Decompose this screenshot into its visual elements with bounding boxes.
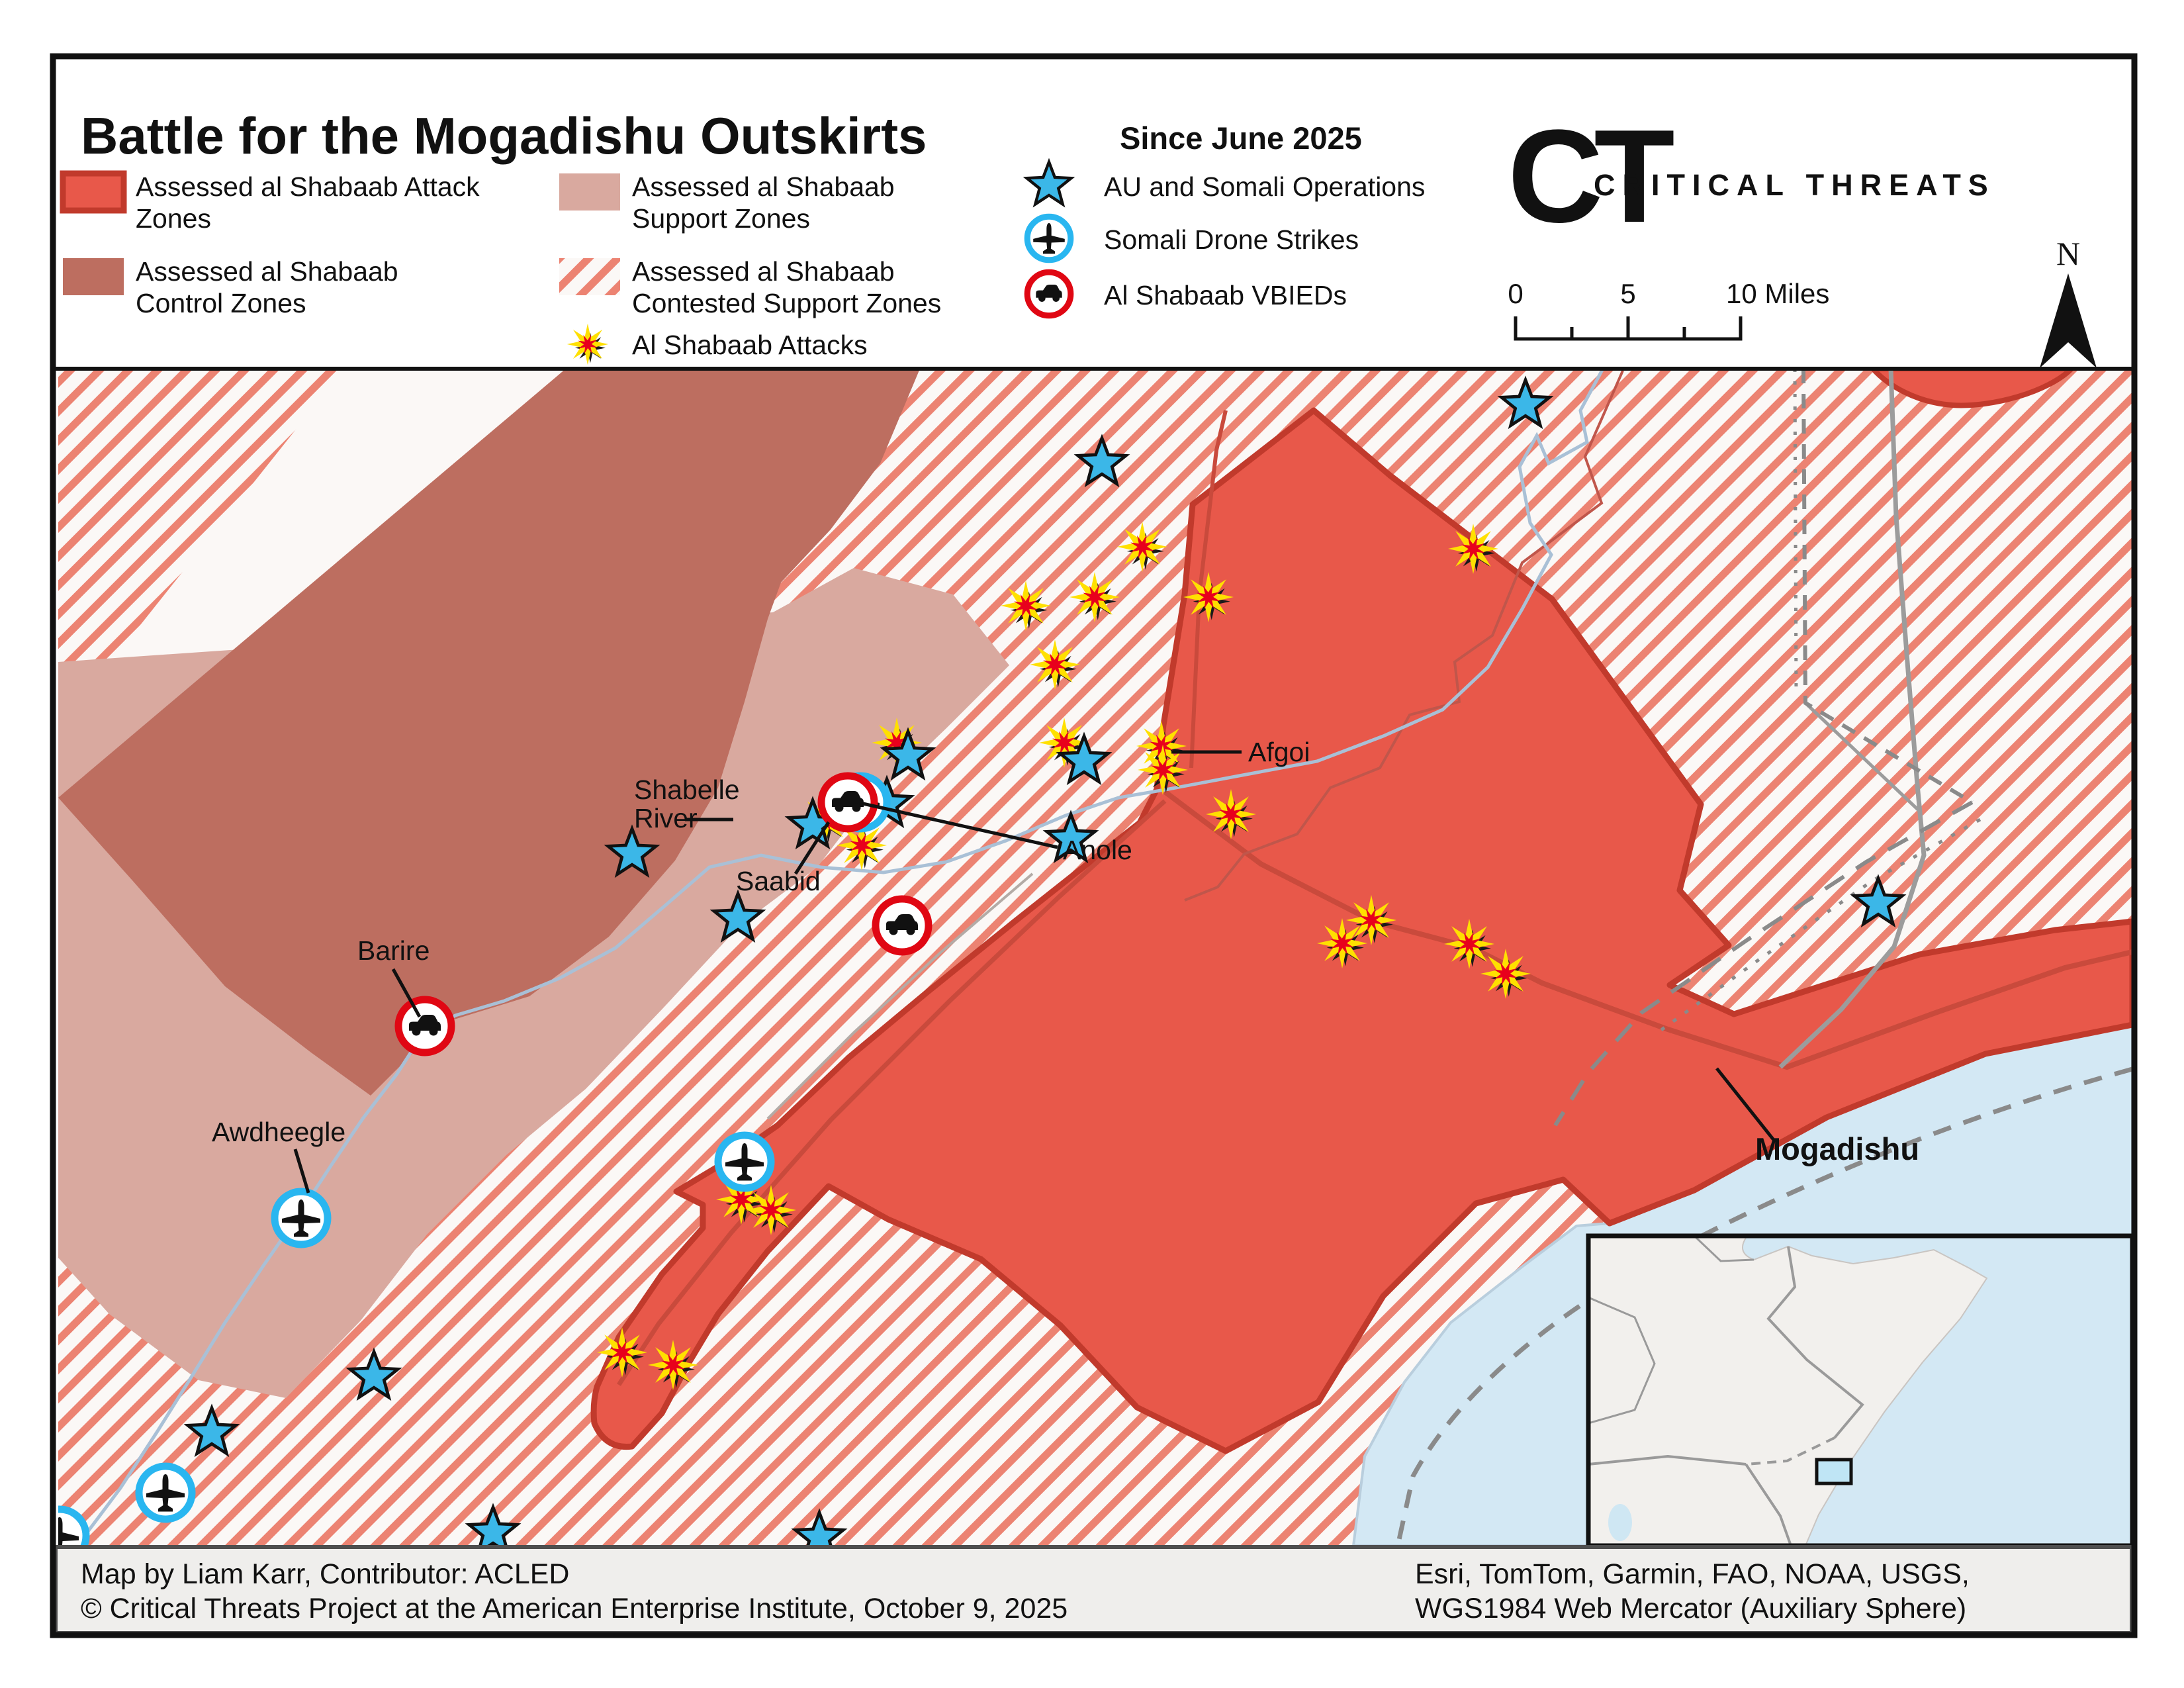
al-shabaab-attack-marker — [1183, 572, 1234, 622]
footer-sources-line2: WGS1984 Web Mercator (Auxiliary Sphere) — [1415, 1593, 1966, 1624]
operations-label: AU and Somali Operations — [1104, 171, 1425, 202]
scale-10-miles: 10 Miles — [1726, 278, 1829, 309]
logo-name: CRITICAL THREATS — [1594, 168, 1995, 202]
al-shabaab-attack-marker — [1117, 522, 1167, 572]
footer: Map by Liam Karr, Contributor: ACLED © C… — [54, 1545, 2134, 1635]
contested-zones-label-2: Contested Support Zones — [632, 288, 941, 318]
page-subtitle: Since June 2025 — [1120, 120, 1362, 156]
support-zones-swatch — [559, 173, 620, 211]
vbieds-label: Al Shabaab VBIEDs — [1104, 280, 1347, 310]
north-label: N — [2056, 235, 2080, 272]
label-leader-line — [1715, 1067, 1775, 1141]
inset-lake — [1608, 1504, 1632, 1541]
control-zones-label-2: Control Zones — [136, 288, 306, 318]
north-arrow-icon — [2040, 273, 2097, 368]
somali-drone-strike-marker — [139, 1466, 192, 1519]
shabelle-river — [70, 369, 1605, 1546]
place-label-shabelle: Shabelle — [634, 774, 740, 805]
place-label-afgoi: Afgoi — [1248, 737, 1310, 767]
al-shabaab-attack-marker — [1001, 581, 1051, 631]
scale-5: 5 — [1620, 278, 1635, 309]
control-zones-swatch — [63, 258, 124, 295]
legend-item-attacks: Al Shabaab Attacks — [567, 323, 868, 365]
al-shabaab-vbied-marker — [398, 1000, 451, 1053]
al-shabaab-attack-marker — [1317, 918, 1367, 968]
place-label-saabid: Saabid — [736, 866, 821, 896]
scale-0: 0 — [1508, 278, 1523, 309]
place-label-mogadishu: Mogadishu — [1755, 1131, 1919, 1166]
inset-land — [1588, 1236, 1988, 1546]
label-leader-line — [862, 802, 1058, 849]
scale-bar: 0 5 10 Miles — [1508, 278, 1829, 341]
contested-zones-swatch — [559, 258, 620, 295]
attack-zones-label: Assessed al Shabaab Attack — [136, 171, 480, 202]
al-shabaab-attack-marker — [597, 1327, 647, 1378]
label-leader-line — [293, 1149, 310, 1194]
drone-strike-icon — [1027, 216, 1071, 260]
roads-highways — [617, 370, 2132, 1386]
page-title: Battle for the Mogadishu Outskirts — [81, 107, 927, 165]
somali-drone-strike-marker — [718, 1135, 771, 1188]
al-shabaab-vbied-marker — [876, 899, 929, 952]
place-label-river: River — [634, 803, 698, 833]
legend-item-control-zones: Assessed al Shabaab Control Zones — [63, 256, 398, 318]
critical-threats-logo: CT CRITICAL THREATS — [1508, 103, 1995, 250]
inset-locator-map — [1586, 1233, 2135, 1548]
inset-study-area-box — [1815, 1458, 1853, 1485]
legend-item-operations: AU and Somali Operations — [1027, 162, 1425, 205]
control-zone — [58, 369, 920, 1096]
drone-strikes-label: Somali Drone Strikes — [1104, 224, 1359, 255]
attack-zones-label-2: Zones — [136, 203, 211, 234]
vbied-icon — [1027, 272, 1071, 316]
al-shabaab-attack-marker — [1448, 524, 1498, 574]
al-shabaab-attack-marker — [1206, 789, 1256, 839]
attacks-label: Al Shabaab Attacks — [632, 330, 868, 360]
support-zones-label: Assessed al Shabaab — [632, 171, 895, 202]
roads-gray — [766, 369, 2132, 1546]
al-shabaab-attack-marker — [648, 1340, 698, 1390]
legend-item-support-zones: Assessed al Shabaab Support Zones — [559, 171, 895, 234]
al-shabaab-attack-marker — [746, 1185, 796, 1235]
footer-sources-line1: Esri, TomTom, Garmin, FAO, NOAA, USGS, — [1415, 1558, 1970, 1590]
attack-zone-north — [1870, 369, 2074, 408]
north-arrow: N — [2040, 235, 2097, 368]
footer-credit-line1: Map by Liam Karr, Contributor: ACLED — [81, 1558, 569, 1590]
control-zones-label: Assessed al Shabaab — [136, 256, 398, 287]
al-shabaab-vbied-marker — [821, 776, 874, 829]
support-zones-label-2: Support Zones — [632, 203, 810, 234]
footer-credit-line2: © Critical Threats Project at the Americ… — [81, 1593, 1068, 1624]
al-shabaab-attack-marker — [1030, 639, 1080, 690]
place-label-barire: Barire — [357, 935, 430, 966]
inset-border-ethiopia-somalia — [1766, 1246, 1864, 1439]
label-leader-line — [794, 821, 831, 875]
scale-bar-ticks — [1514, 316, 1743, 341]
al-shabaab-attack-marker — [1069, 572, 1120, 622]
somali-drone-strike-marker — [275, 1192, 328, 1244]
label-leader-line — [391, 968, 422, 1018]
attack-zones-swatch — [60, 170, 127, 214]
place-label-awdheegle: Awdheegle — [212, 1117, 345, 1147]
contested-zones-label: Assessed al Shabaab — [632, 256, 895, 287]
place-label-anole: Anole — [1063, 835, 1132, 865]
legend-item-drone-strikes: Somali Drone Strikes — [1027, 216, 1359, 260]
figure-frame — [50, 53, 2138, 1638]
legend-item-vbieds: Al Shabaab VBIEDs — [1027, 272, 1347, 316]
al-shabaab-attack-marker — [1480, 949, 1531, 999]
al-shabaab-attack-marker — [1444, 919, 1494, 969]
legend-item-contested-zones: Assessed al Shabaab Contested Support Zo… — [559, 256, 941, 318]
legend-item-attack-zones: Assessed al Shabaab Attack Zones — [60, 170, 480, 234]
attack-burst-icon — [567, 323, 609, 365]
logo-monogram: CT — [1508, 103, 1674, 250]
